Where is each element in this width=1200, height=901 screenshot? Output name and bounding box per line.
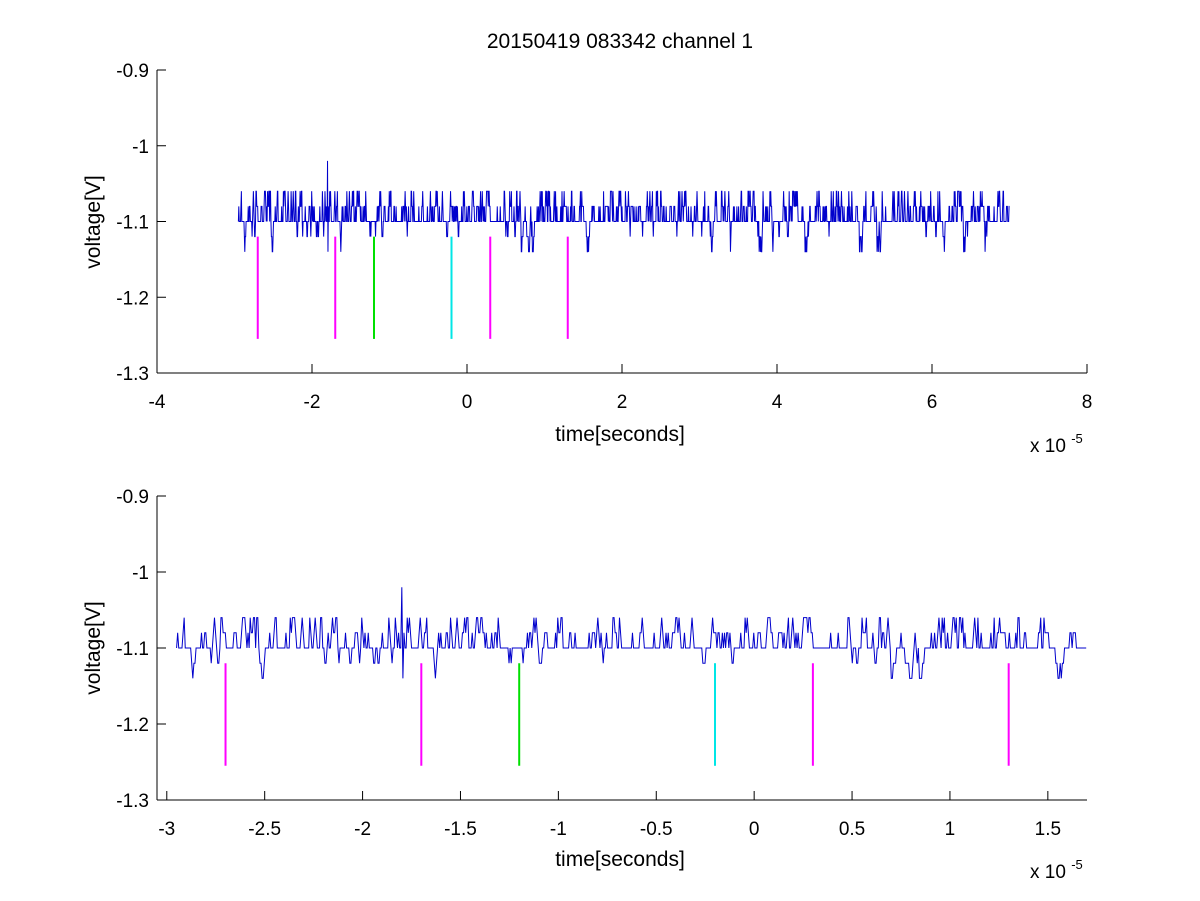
bottom-x-tick-label: 1.5 — [1035, 819, 1061, 840]
bottom-plot-area: -3 -2.5 -2 -1.5 -1 -0.5 0 0.5 1 1.5 -0.9 -1 -1.1 -1.2… — [116, 487, 1087, 840]
bottom-x-tick-label: 0 — [749, 819, 760, 840]
bottom-x-tick-label: -1 — [550, 819, 567, 840]
top-x-tick-label: -2 — [304, 392, 321, 413]
bottom-y-tick-label: -1.1 — [116, 639, 149, 660]
bottom-x-tick-label: -2 — [354, 819, 371, 840]
bottom-y-tick-label: -1.2 — [116, 715, 149, 736]
bottom-x-exponent-power: -5 — [1071, 857, 1083, 872]
subplot-bottom: -3 -2.5 -2 -1.5 -1 -0.5 0 0.5 1 1.5 -0.9 -1 -1.1 -1.2… — [82, 487, 1087, 883]
bottom-x-tick-label: -0.5 — [640, 819, 673, 840]
top-x-exponent-base: x 10 — [1030, 436, 1066, 457]
top-x-tick-label: 2 — [617, 392, 628, 413]
bottom-y-tick-label: -1 — [132, 563, 149, 584]
top-y-tick-label: -1.2 — [116, 288, 149, 309]
bottom-signal-line — [176, 587, 1087, 679]
top-plot-area: -4 -2 0 2 4 6 8 -0.9 -1 -1.1 -1.2 -1.3 — [116, 61, 1092, 413]
bottom-y-tick-label: -1.3 — [116, 791, 149, 812]
top-x-tick-label: 6 — [927, 392, 938, 413]
top-x-exponent: x 10 -5 — [1030, 431, 1083, 457]
bottom-y-tick-label: -0.9 — [116, 487, 149, 508]
top-x-tick-label: 4 — [772, 392, 783, 413]
bottom-x-tick-label: -3 — [158, 819, 175, 840]
bottom-x-tick-label: -1.5 — [444, 819, 477, 840]
top-x-axis-label: time[seconds] — [555, 423, 685, 446]
bottom-x-tick-label: -2.5 — [248, 819, 281, 840]
bottom-y-axis-label: voltage[V] — [82, 601, 105, 694]
top-y-tick-label: -1.1 — [116, 213, 149, 234]
subplot-top: 20150419 083342 channel 1 -4 -2 0 2 4 6 8-0.9-… — [82, 30, 1092, 457]
bottom-x-tick-label: 1 — [945, 819, 956, 840]
top-signal-line — [237, 160, 1010, 253]
top-x-tick-label: 8 — [1082, 392, 1093, 413]
chart-title: 20150419 083342 channel 1 — [487, 30, 753, 53]
top-x-tick-label: 0 — [462, 392, 473, 413]
top-y-axis-label: voltage[V] — [82, 175, 105, 268]
top-y-tick-label: -0.9 — [116, 61, 149, 82]
bottom-x-axis-label: time[seconds] — [555, 848, 685, 871]
top-x-exponent-power: -5 — [1071, 431, 1083, 446]
bottom-x-exponent-base: x 10 — [1030, 862, 1066, 883]
top-x-tick-label: -4 — [149, 392, 166, 413]
bottom-x-exponent: x 10 -5 — [1030, 857, 1083, 883]
bottom-x-tick-label: 0.5 — [839, 819, 865, 840]
top-y-tick-label: -1 — [132, 137, 149, 158]
top-y-tick-label: -1.3 — [116, 364, 149, 385]
